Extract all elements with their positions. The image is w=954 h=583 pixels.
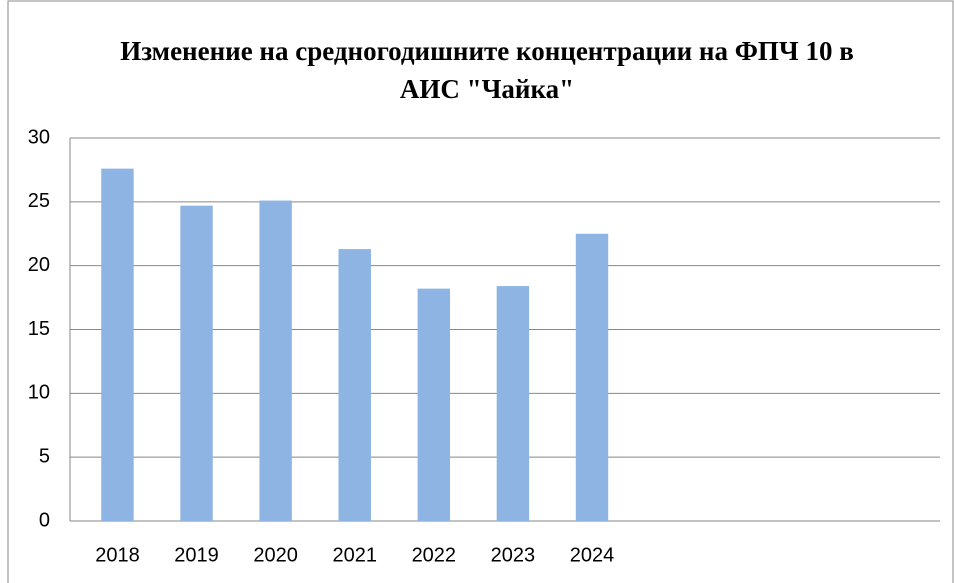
y-tick-label: 10 [28,382,50,404]
bar [496,286,530,521]
x-tick-label: 2023 [491,544,536,566]
x-tick-label: 2019 [174,544,219,566]
y-tick-label: 15 [28,318,50,340]
chart-frame [7,0,954,583]
x-tick-label: 2022 [412,544,457,566]
y-tick-label: 5 [39,445,50,467]
bar [338,249,371,521]
x-tick-label: 2024 [570,544,615,566]
bar [417,288,451,521]
y-tick-label: 30 [28,126,50,148]
bar [101,168,134,521]
x-tick-label: 2018 [95,544,140,566]
bar [575,233,609,521]
y-tick-label: 25 [28,190,50,212]
chart-title: Изменение на средногодишните концентраци… [120,36,854,104]
y-tick-label: 0 [39,509,50,531]
y-tick-label: 20 [28,254,50,276]
bar [180,205,213,521]
x-tick-label: 2021 [332,544,377,566]
bar [259,200,292,521]
x-tick-label: 2020 [253,544,298,566]
